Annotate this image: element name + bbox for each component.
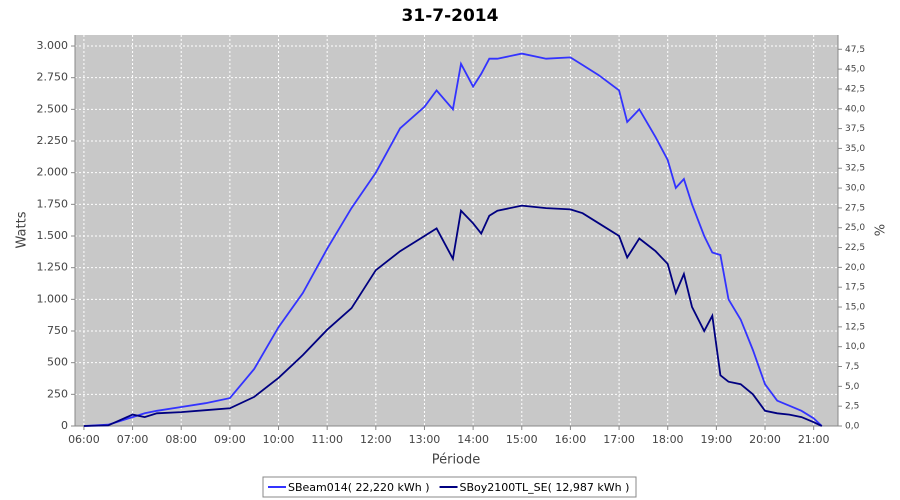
y-tick-label: 2.250 xyxy=(37,134,69,147)
y2-tick-label: 35,0 xyxy=(845,144,865,154)
y2-axis-label: % xyxy=(874,224,889,236)
y-tick-label: 500 xyxy=(47,356,68,369)
y2-tick-label: 5,0 xyxy=(845,382,860,392)
x-tick-label: 08:00 xyxy=(165,433,197,446)
y2-tick-label: 0,0 xyxy=(845,422,860,432)
y-tick-label: 0 xyxy=(61,419,68,432)
x-tick-label: 10:00 xyxy=(263,433,295,446)
x-tick-label: 14:00 xyxy=(457,433,489,446)
y2-tick-label: 7,5 xyxy=(845,362,859,372)
y-axis-label: Watts xyxy=(15,211,30,248)
y-tick-label: 2.000 xyxy=(37,166,69,179)
y-tick-label: 1.750 xyxy=(37,197,69,210)
y2-tick-label: 2,5 xyxy=(845,402,859,412)
y2-tick-label: 12,5 xyxy=(845,322,865,332)
x-tick-label: 19:00 xyxy=(701,433,733,446)
x-tick-label: 16:00 xyxy=(555,433,587,446)
y2-tick-label: 30,0 xyxy=(845,184,865,194)
y-tick-label: 1.000 xyxy=(37,292,69,305)
y-tick-label: 1.500 xyxy=(37,229,69,242)
x-tick-label: 18:00 xyxy=(652,433,684,446)
y2-tick-label: 47,5 xyxy=(845,45,865,55)
x-tick-label: 09:00 xyxy=(214,433,246,446)
legend-label: SBoy2100TL_SE( 12,987 kWh ) xyxy=(460,481,630,494)
y2-tick-label: 27,5 xyxy=(845,203,865,213)
y2-tick-label: 37,5 xyxy=(845,124,865,134)
y2-tick-label: 22,5 xyxy=(845,243,865,253)
y2-tick-label: 17,5 xyxy=(845,283,865,293)
y2-tick-label: 40,0 xyxy=(845,104,865,114)
y2-tick-label: 32,5 xyxy=(845,164,865,174)
y2-tick-label: 15,0 xyxy=(845,303,865,313)
x-tick-label: 13:00 xyxy=(409,433,441,446)
series-line xyxy=(83,204,823,427)
x-tick-label: 06:00 xyxy=(68,433,100,446)
x-tick-label: 15:00 xyxy=(506,433,538,446)
x-tick-label: 07:00 xyxy=(117,433,149,446)
y-tick-label: 1.250 xyxy=(37,261,69,274)
y2-tick-label: 10,0 xyxy=(845,342,865,352)
x-tick-label: 21:00 xyxy=(798,433,830,446)
x-tick-label: 20:00 xyxy=(749,433,781,446)
series-line xyxy=(83,52,823,427)
y2-tick-label: 42,5 xyxy=(845,84,865,94)
y-tick-label: 3.000 xyxy=(37,39,69,52)
y2-tick-label: 45,0 xyxy=(845,65,865,75)
legend-label: SBeam014( 22,220 kWh ) xyxy=(288,481,430,494)
chart-title: 31-7-2014 xyxy=(402,6,499,26)
x-tick-label: 17:00 xyxy=(603,433,635,446)
y-tick-label: 250 xyxy=(47,387,68,400)
y2-tick-label: 20,0 xyxy=(845,263,865,273)
plot-area xyxy=(75,35,838,426)
x-tick-label: 11:00 xyxy=(311,433,343,446)
x-axis-label: Période xyxy=(432,453,481,468)
y2-tick-label: 25,0 xyxy=(845,223,865,233)
y-tick-label: 750 xyxy=(47,324,68,337)
y-tick-label: 2.500 xyxy=(37,102,69,115)
x-tick-label: 12:00 xyxy=(360,433,392,446)
y-tick-label: 2.750 xyxy=(37,71,69,84)
